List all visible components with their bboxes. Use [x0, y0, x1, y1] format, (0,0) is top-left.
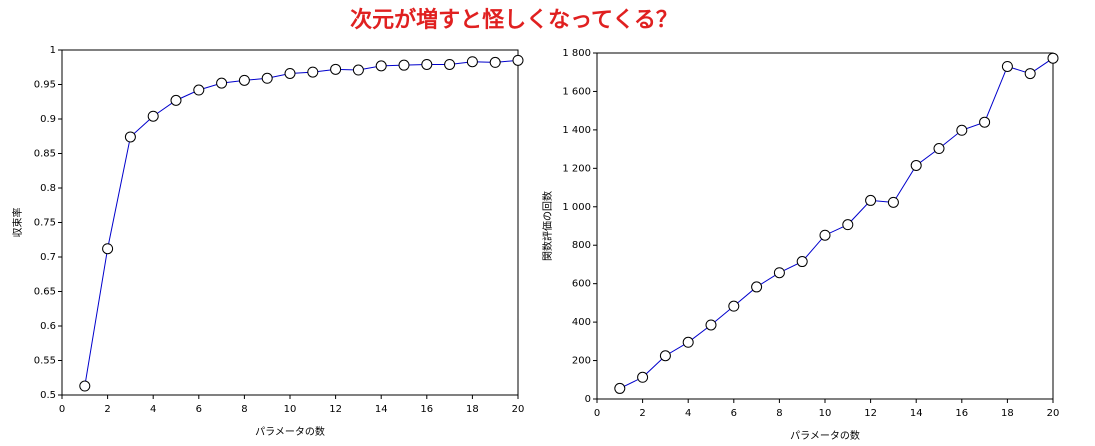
plot-frame: [596, 52, 1054, 400]
x-tick-label: 2: [104, 404, 110, 415]
x-tick-label: 16: [420, 404, 433, 415]
data-point: [705, 319, 717, 331]
data-point: [773, 267, 785, 279]
data-point: [238, 74, 250, 86]
data-point: [444, 58, 456, 70]
data-point: [102, 243, 114, 255]
x-tick-label: 12: [864, 408, 877, 419]
data-point: [865, 194, 877, 206]
x-tick-label: 16: [955, 408, 968, 419]
data-point: [352, 64, 364, 76]
data-point: [216, 77, 228, 89]
plot-frame: [61, 49, 519, 396]
y-axis-label: 関数評価の回数: [541, 191, 554, 261]
y-tick-label: 0.55: [34, 356, 56, 367]
data-point: [79, 380, 91, 392]
data-point: [1001, 60, 1013, 72]
y-tick-label: 0: [585, 394, 591, 405]
data-point: [1024, 68, 1036, 80]
x-tick-label: 0: [59, 404, 65, 415]
data-point: [614, 382, 626, 394]
data-point: [489, 56, 501, 68]
data-point: [421, 58, 433, 70]
data-point: [147, 110, 159, 122]
data-point: [887, 196, 899, 208]
y-axis-label: 収束率: [11, 208, 24, 238]
y-tick-label: 0.5: [40, 390, 56, 401]
x-tick-label: 14: [910, 408, 923, 419]
x-tick-label: 14: [375, 404, 388, 415]
y-tick-label: 0.8: [40, 183, 56, 194]
y-tick-label: 0.6: [40, 321, 56, 332]
y-tick-label: 0.7: [40, 252, 56, 263]
x-tick-label: 8: [776, 408, 782, 419]
y-tick-label: 0.65: [34, 287, 56, 298]
x-tick-label: 2: [639, 408, 645, 419]
x-tick-label: 12: [329, 404, 342, 415]
x-tick-label: 6: [196, 404, 202, 415]
y-tick-label: 0.9: [40, 114, 56, 125]
x-tick-label: 18: [1001, 408, 1014, 419]
series-line: [84, 59, 519, 387]
x-tick-label: 18: [466, 404, 479, 415]
data-point: [910, 159, 922, 171]
y-tick-label: 1 400: [562, 125, 591, 136]
data-point: [979, 116, 991, 128]
data-point: [170, 94, 182, 106]
y-tick-label: 1 200: [562, 163, 591, 174]
data-point: [682, 336, 694, 348]
data-point: [637, 371, 649, 383]
y-tick-label: 0.95: [34, 80, 56, 91]
data-point: [466, 56, 478, 68]
y-tick-label: 1: [50, 45, 56, 56]
x-tick-label: 8: [241, 404, 247, 415]
data-point: [1047, 52, 1059, 64]
y-tick-label: 1 800: [562, 48, 591, 59]
data-point: [512, 54, 524, 66]
y-tick-label: 1 600: [562, 86, 591, 97]
x-tick-label: 4: [150, 404, 156, 415]
data-point: [261, 72, 273, 84]
data-point: [796, 256, 808, 268]
y-tick-label: 0.75: [34, 218, 56, 229]
data-point: [284, 67, 296, 79]
data-point: [933, 143, 945, 155]
y-tick-label: 1 000: [562, 202, 591, 213]
x-tick-label: 10: [284, 404, 297, 415]
x-axis-label: パラメータの数: [255, 425, 325, 438]
y-tick-label: 600: [572, 279, 591, 290]
data-point: [193, 84, 205, 96]
x-tick-label: 0: [594, 408, 600, 419]
data-point: [330, 63, 342, 75]
y-tick-label: 200: [572, 356, 591, 367]
x-tick-label: 4: [685, 408, 691, 419]
data-point: [819, 229, 831, 241]
data-point: [751, 281, 763, 293]
data-point: [307, 66, 319, 78]
y-tick-label: 800: [572, 240, 591, 251]
data-point: [842, 219, 854, 231]
data-point: [398, 59, 410, 71]
data-point: [375, 60, 387, 72]
data-point: [728, 300, 740, 312]
x-axis-label: パラメータの数: [790, 429, 860, 442]
y-tick-label: 0.85: [34, 149, 56, 160]
x-tick-label: 20: [512, 404, 525, 415]
data-point: [659, 350, 671, 362]
page-title: 次元が増すと怪しくなってくる？: [350, 7, 678, 33]
x-tick-label: 10: [819, 408, 832, 419]
data-point: [956, 124, 968, 136]
x-tick-label: 6: [731, 408, 737, 419]
x-tick-label: 20: [1047, 408, 1060, 419]
y-tick-label: 400: [572, 317, 591, 328]
data-point: [124, 131, 136, 143]
